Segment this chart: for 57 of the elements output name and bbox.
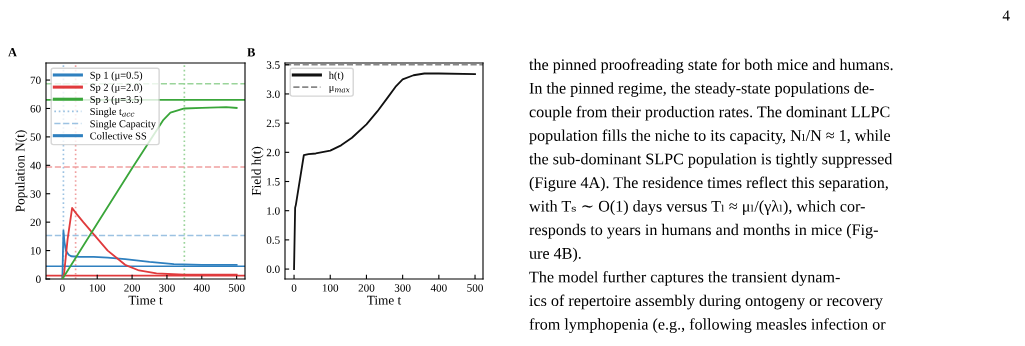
y-tick-label: 0.0: [266, 265, 280, 274]
text: 4: [1002, 10, 1010, 21]
y-axis-title: Population N(t): [15, 130, 28, 212]
legend-label: Collective SS: [90, 132, 147, 140]
x-tick-label: 100: [322, 284, 339, 292]
y-tick-label: 40: [30, 161, 41, 170]
text: In the pinned regime, the steady-state populations de-: [529, 82, 874, 97]
x-tick-label: 300: [159, 284, 175, 292]
text: from lymphopenia (e.g., following measles infection or: [529, 318, 886, 334]
y-tick-label: 1.0: [267, 207, 280, 215]
legend-label: Sp 1 (μ=0.5): [90, 71, 143, 81]
text: couple from their production rates. The dominant LLPC: [529, 105, 890, 121]
x-axis-title: Time t: [128, 295, 163, 305]
legend-label: Sp 2 (μ=2.0): [90, 83, 143, 93]
x-tick-label: 200: [358, 284, 375, 292]
chart-title: A: [8, 48, 17, 57]
y-tick-label: 3.5: [266, 61, 280, 69]
y-tick-label: 10: [31, 247, 41, 255]
legend-label: Sp 3 (μ=3.5): [90, 95, 143, 106]
y-tick-label: 2.0: [266, 148, 280, 157]
x-tick-label: 0: [60, 284, 65, 292]
legend-label: Single Capacity: [90, 119, 156, 130]
chart-title: B: [247, 48, 255, 57]
x-tick-label: 300: [394, 284, 411, 292]
y-tick-label: 2.5: [266, 119, 280, 128]
text: responds to years in humans and months in mice (Fig-: [529, 223, 878, 239]
x-tick-label: 0: [291, 284, 297, 292]
x-tick-label: 100: [89, 284, 106, 292]
y-axis-title: Field h(t): [251, 146, 264, 196]
text: with Tₛ ∼ O(1) days versus Tₗ ≈ μₗ/(γλₗ), which cor-: [529, 200, 865, 216]
text: population fills the niche to its capacity, Nₗ/N ≈ 1, while: [529, 129, 891, 145]
y-tick-label: 1.5: [267, 178, 280, 186]
y-tick-label: 20: [30, 218, 41, 227]
y-tick-label: 0.5: [266, 236, 280, 244]
y-tick-label: 30: [30, 190, 41, 198]
y-tick-label: 60: [30, 104, 41, 113]
y-tick-label: 3.0: [266, 90, 280, 98]
text: the pinned proofreading state for both mice and humans.: [529, 58, 893, 74]
text: ics of repertoire assembly during ontogeny or recovery: [529, 294, 883, 310]
line-series: [293, 72, 476, 270]
x-tick-label: 400: [430, 284, 447, 292]
legend-label: h(t): [328, 71, 344, 81]
x-axis-title: Time t: [367, 295, 402, 305]
y-tick-label: 70: [30, 76, 41, 85]
x-tick-label: 400: [193, 284, 210, 292]
text: The model further captures the transient dynam-: [529, 270, 840, 286]
text: (Figure 4A). The residence times reflect this separation,: [529, 176, 888, 192]
x-tick-label: 200: [124, 284, 140, 292]
ref-line-label: Single t$_{acc}$: [90, 107, 135, 118]
line-series: [61, 106, 238, 279]
x-tick-label: 500: [467, 284, 483, 292]
text: the sub-dominant SLPC population is tightly suppressed: [529, 153, 893, 168]
x-tick-label: 500: [228, 284, 245, 292]
y-tick-label: 0: [36, 275, 41, 283]
legend-label: μ$_{max}$: [329, 85, 350, 93]
y-tick-label: 50: [30, 133, 41, 141]
text: ure 4B).: [529, 247, 581, 263]
